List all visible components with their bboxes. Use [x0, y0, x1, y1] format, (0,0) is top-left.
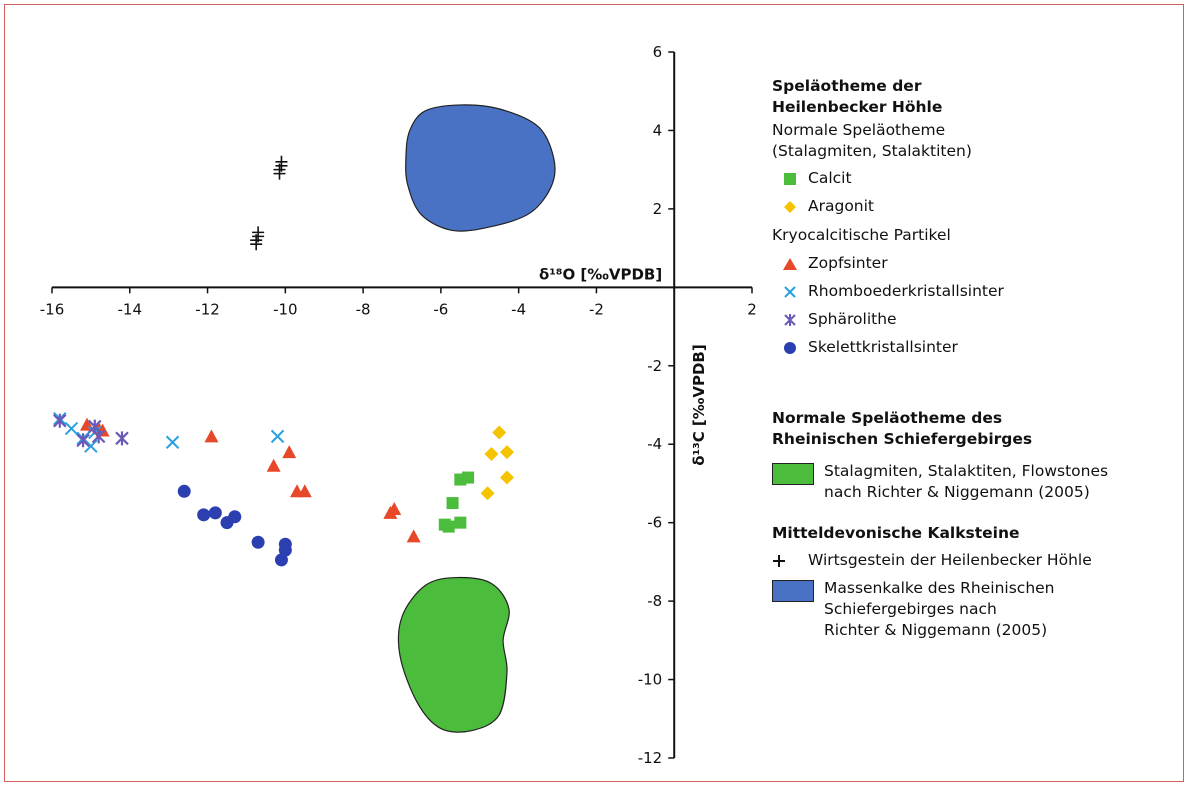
legend-subtitle-kryo: Kryocalcitische Partikel — [772, 226, 951, 244]
x-tick-label: -10 — [273, 300, 298, 318]
legend-label-flowstones: Stalagmiten, Stalaktiten, Flowstones nac… — [824, 462, 1109, 501]
x-tick-label: -2 — [589, 300, 604, 318]
point-zopfsinter — [406, 529, 421, 543]
legend-label-massenkalke: Massenkalke des Rheinischen Schiefergebi… — [824, 579, 1055, 639]
point-wirtsgestein-der-heilenbecker-h-hle — [250, 234, 263, 251]
legend-item-skelett: Skelettkristallsinter — [772, 337, 1182, 358]
point-sph-rolithe — [115, 431, 129, 446]
legend-item-rhombo: Rhomboederkristallsinter — [772, 281, 1182, 302]
legend-group-title-rheinisch: Normale Speläotheme des Rheinischen Schi… — [772, 409, 1033, 448]
x-tick-label: -8 — [356, 300, 371, 318]
legend: Speläotheme der Heilenbecker Höhle Norma… — [772, 76, 1182, 641]
legend-label-aragonit: Aragonit — [808, 197, 875, 215]
legend-label-wirtsgestein: Wirtsgestein der Heilenbecker Höhle — [808, 551, 1092, 569]
point-sph-rolithe — [52, 413, 67, 428]
legend-label-rhombo: Rhomboederkristallsinter — [808, 282, 1004, 300]
legend-item-aragonit: Aragonit — [772, 196, 1182, 217]
point-skelettkristallsinter — [208, 506, 222, 520]
square-icon — [772, 168, 808, 189]
y-tick-label: 2 — [653, 200, 663, 218]
point-rhomboederkristallsinter — [165, 435, 180, 449]
point-aragonit — [484, 447, 499, 462]
x-tick-label: -12 — [195, 300, 220, 318]
point-aragonit — [500, 470, 514, 485]
blue-swatch-icon — [772, 580, 814, 602]
points-layer — [52, 155, 514, 567]
point-wirtsgestein-der-heilenbecker-h-hle — [273, 163, 286, 180]
point-aragonit — [480, 486, 495, 501]
x-tick-label: 2 — [747, 300, 757, 318]
point-sph-rolithe — [76, 433, 90, 448]
legend-item-calcit: Calcit — [772, 168, 1182, 189]
y-tick-label: -12 — [638, 749, 663, 767]
x-tick-label: -6 — [433, 300, 448, 318]
point-aragonit — [500, 445, 514, 460]
point-skelettkristallsinter — [278, 543, 292, 557]
x-tick-label: -4 — [511, 300, 526, 318]
triangle-icon — [772, 253, 808, 274]
legend-group-title-heilenbecker: Speläotheme der Heilenbecker Höhle — [772, 77, 943, 116]
point-aragonit — [492, 425, 507, 440]
point-calcit — [462, 471, 475, 484]
point-sph-rolithe — [91, 429, 106, 444]
legend-label-zopfsinter: Zopfsinter — [808, 254, 888, 272]
legend-item-flowstones: Stalagmiten, Stalaktiten, Flowstones nac… — [772, 461, 1182, 503]
point-zopfsinter — [297, 484, 312, 498]
diamond-icon — [772, 196, 808, 217]
legend-item-wirtsgestein: Wirtsgestein der Heilenbecker Höhle — [772, 550, 1182, 571]
y-tick-label: 4 — [653, 121, 663, 139]
x-icon — [772, 281, 808, 302]
legend-label-sphaero: Sphärolithe — [808, 310, 897, 328]
x-axis-label: δ¹⁸O [‰VPDB] — [539, 265, 662, 283]
region-layer — [397, 104, 556, 733]
y-tick-label: -6 — [647, 514, 662, 532]
cross-icon — [772, 550, 796, 571]
legend-item-zopfsinter: Zopfsinter — [772, 253, 1182, 274]
point-skelettkristallsinter — [228, 510, 242, 524]
x-tick-label: -14 — [118, 300, 143, 318]
point-calcit — [446, 497, 459, 510]
point-skelettkristallsinter — [251, 535, 265, 549]
y-tick-label: -10 — [638, 671, 663, 689]
legend-item-sphaero: Sphärolithe — [772, 309, 1182, 330]
point-zopfsinter — [282, 445, 297, 459]
y-tick-label: -2 — [647, 357, 662, 375]
y-tick-label: 6 — [653, 43, 663, 61]
point-rhomboederkristallsinter — [84, 439, 98, 453]
legend-group-title-mitteldevon: Mitteldevonische Kalksteine — [772, 524, 1020, 542]
point-rhomboederkristallsinter — [270, 429, 285, 444]
point-zopfsinter — [204, 429, 219, 443]
legend-label-skelett: Skelettkristallsinter — [808, 338, 958, 356]
point-rhomboederkristallsinter — [64, 421, 79, 436]
point-calcit — [442, 520, 455, 533]
legend-item-massenkalke: Massenkalke des Rheinischen Schiefergebi… — [772, 578, 1182, 641]
point-skelettkristallsinter — [197, 508, 211, 522]
circle-icon — [772, 337, 808, 358]
y-tick-label: -8 — [647, 592, 662, 610]
point-skelettkristallsinter — [274, 553, 288, 567]
region-massenkalke — [405, 104, 556, 232]
point-zopfsinter — [266, 458, 281, 472]
y-tick-label: -4 — [647, 435, 662, 453]
point-zopfsinter — [383, 505, 398, 519]
y-axis-label: δ¹³C [‰VPDB] — [690, 344, 708, 465]
region-flowstones — [397, 576, 510, 733]
x-tick-label: -16 — [40, 300, 65, 318]
point-calcit — [454, 516, 467, 529]
point-skelettkristallsinter — [177, 484, 191, 498]
asterisk-icon — [772, 309, 808, 330]
legend-label-calcit: Calcit — [808, 169, 852, 187]
axes: -16 -14 -12 -10 -8 -6 -4 -2 2 6 4 2 -2 -4 -6 -8 -10 -12 — [40, 43, 757, 767]
legend-subtitle-normal: Normale Speläotheme (Stalagmiten, Stalak… — [772, 121, 972, 160]
figure-frame — [4, 4, 1184, 782]
green-swatch-icon — [772, 463, 814, 485]
